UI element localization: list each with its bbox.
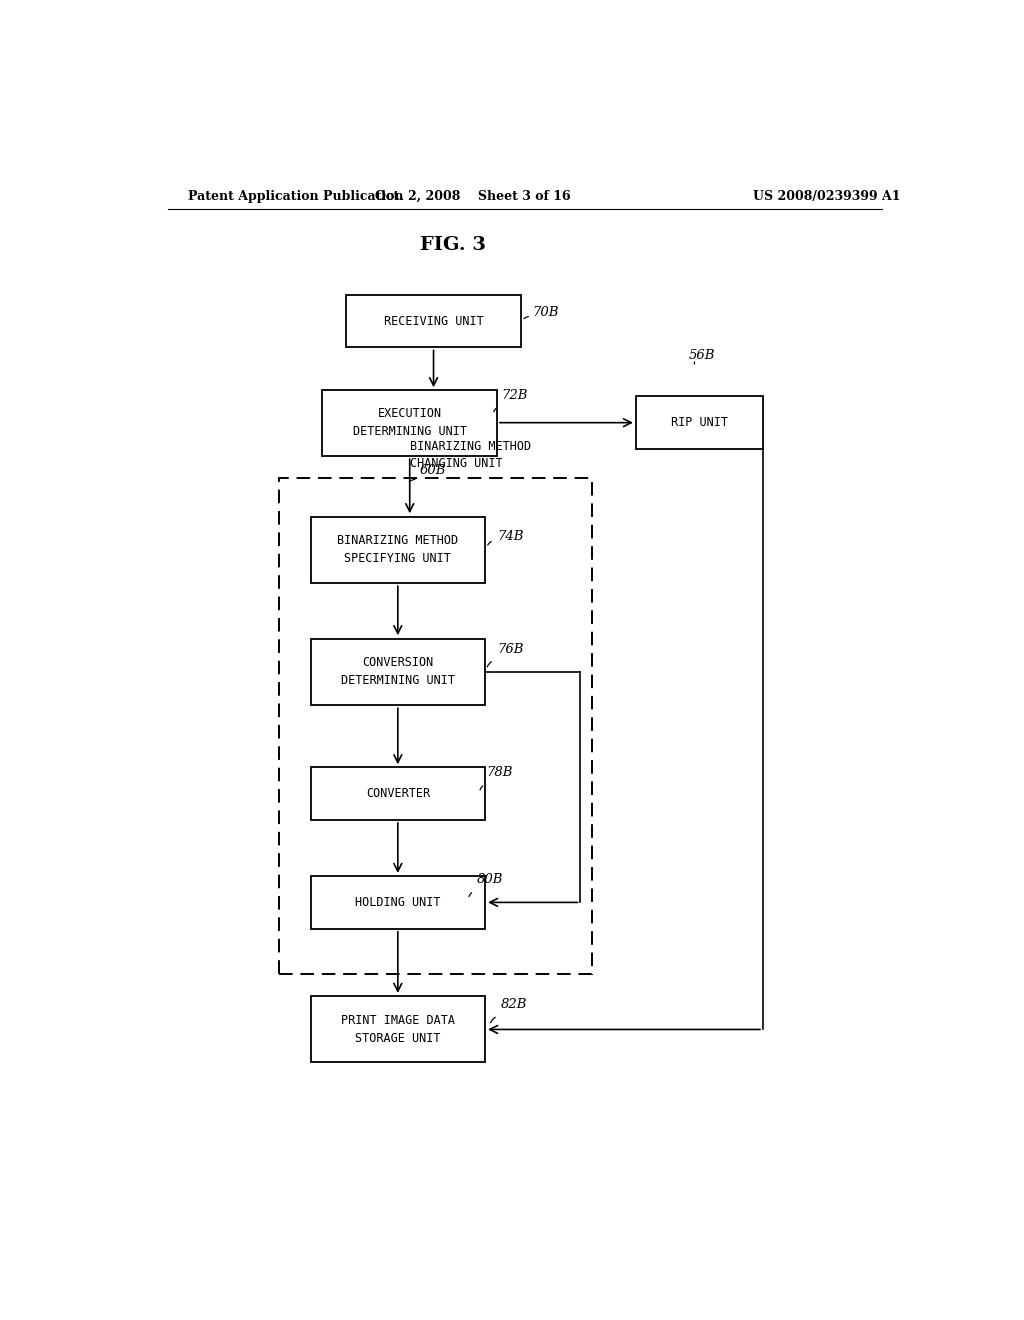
Text: EXECUTION
DETERMINING UNIT: EXECUTION DETERMINING UNIT [352,407,467,438]
Text: 82B: 82B [501,998,527,1011]
Text: 76B: 76B [497,643,523,656]
Text: 74B: 74B [497,531,523,543]
Text: 60B: 60B [420,463,446,477]
Text: 70B: 70B [532,306,559,319]
Text: 72B: 72B [501,389,527,403]
Text: FIG. 3: FIG. 3 [421,236,486,253]
Text: 56B: 56B [688,348,715,362]
Text: Oct. 2, 2008    Sheet 3 of 16: Oct. 2, 2008 Sheet 3 of 16 [376,190,571,202]
Bar [310,997,485,1063]
Text: 80B: 80B [477,873,504,886]
Bar [310,767,485,820]
Text: RIP UNIT: RIP UNIT [671,416,728,429]
Text: BINARIZING METHOD
SPECIFYING UNIT: BINARIZING METHOD SPECIFYING UNIT [337,535,459,565]
Text: CONVERSION
DETERMINING UNIT: CONVERSION DETERMINING UNIT [341,656,455,688]
Bar [323,389,497,455]
Text: BINARIZING METHOD
CHANGING UNIT: BINARIZING METHOD CHANGING UNIT [410,441,530,470]
Bar [310,516,485,582]
Text: US 2008/0239399 A1: US 2008/0239399 A1 [753,190,900,202]
Bar [636,396,763,449]
Text: HOLDING UNIT: HOLDING UNIT [355,896,440,909]
Text: Patent Application Publication: Patent Application Publication [187,190,403,202]
Text: 78B: 78B [486,767,513,779]
Bar [346,294,521,347]
Text: PRINT IMAGE DATA
STORAGE UNIT: PRINT IMAGE DATA STORAGE UNIT [341,1014,455,1045]
Text: CONVERTER: CONVERTER [366,787,430,800]
Bar [310,639,485,705]
Text: RECEIVING UNIT: RECEIVING UNIT [384,314,483,327]
Bar [279,478,592,974]
Bar [310,876,485,929]
